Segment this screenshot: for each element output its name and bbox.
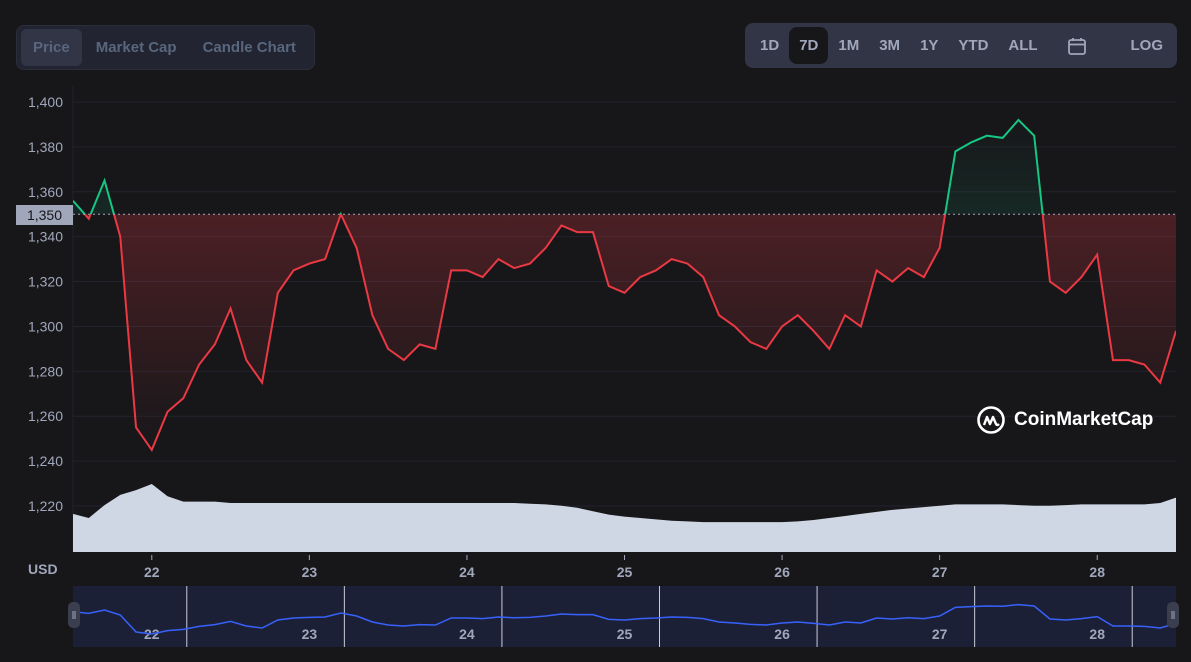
calendar-icon[interactable] [1048,27,1106,64]
x-tick-label: 23 [302,564,318,580]
tab-candle-chart[interactable]: Candle Chart [202,39,296,56]
y-tick-label: 1,300 [28,318,63,334]
navigator-tick-label: 24 [459,626,475,642]
navigator-tick-label: 25 [617,626,633,642]
range-all[interactable]: ALL [1008,37,1038,54]
volume-area [73,484,1176,552]
current-price-marker: 1,350 [16,205,73,225]
y-tick-label: 1,340 [28,229,63,245]
y-tick-label: 1,320 [28,274,63,290]
y-tick-label: 1,280 [28,363,63,379]
price-area-up [73,119,1176,215]
navigator-tick-label: 28 [1089,626,1105,642]
x-tick-label: 25 [617,564,633,580]
price-area-down [84,214,1176,450]
range-7d[interactable]: 7D [789,27,829,64]
coinmarketcap-logo-icon [977,406,1005,434]
y-tick-label: 1,380 [28,139,63,155]
x-tick-label: 26 [774,564,790,580]
x-tick-label: 22 [144,564,160,580]
coinmarketcap-watermark: CoinMarketCap [976,405,1153,435]
time-range-selector: 1D 7D 1M 3M 1Y YTD ALL LOG [745,23,1177,68]
y-tick-label: 1,220 [28,498,63,514]
range-1d[interactable]: 1D [760,37,780,54]
x-tick-label: 27 [932,564,948,580]
y-tick-label: 1,360 [28,184,63,200]
navigator-background [73,586,1176,647]
price-line-up [73,118,1044,215]
watermark-text: CoinMarketCap [1014,409,1154,430]
y-tick-label: 1,260 [28,408,63,424]
log-scale-toggle[interactable]: LOG [1130,37,1164,54]
tab-market-cap[interactable]: Market Cap [95,39,177,56]
range-3m[interactable]: 3M [879,37,901,54]
navigator-tick-label: 26 [774,626,790,642]
range-1m[interactable]: 1M [838,37,860,54]
navigator-line [72,603,1177,635]
currency-label: USD [28,561,58,577]
navigator-handle-left[interactable] [68,602,80,628]
range-ytd[interactable]: YTD [958,37,989,54]
y-tick-label: 1,400 [28,94,63,110]
price-line-down [83,214,1176,452]
chart-type-tabs: Price Market Cap Candle Chart [16,25,315,70]
x-tick-label: 28 [1089,564,1105,580]
x-tick-label: 24 [459,564,475,580]
tab-price[interactable]: Price [21,29,82,66]
range-1y[interactable]: 1Y [920,37,939,54]
navigator-tick-label: 23 [302,626,318,642]
navigator-handle-right[interactable] [1167,602,1179,628]
navigator-tick-label: 27 [932,626,948,642]
y-tick-label: 1,240 [28,453,63,469]
